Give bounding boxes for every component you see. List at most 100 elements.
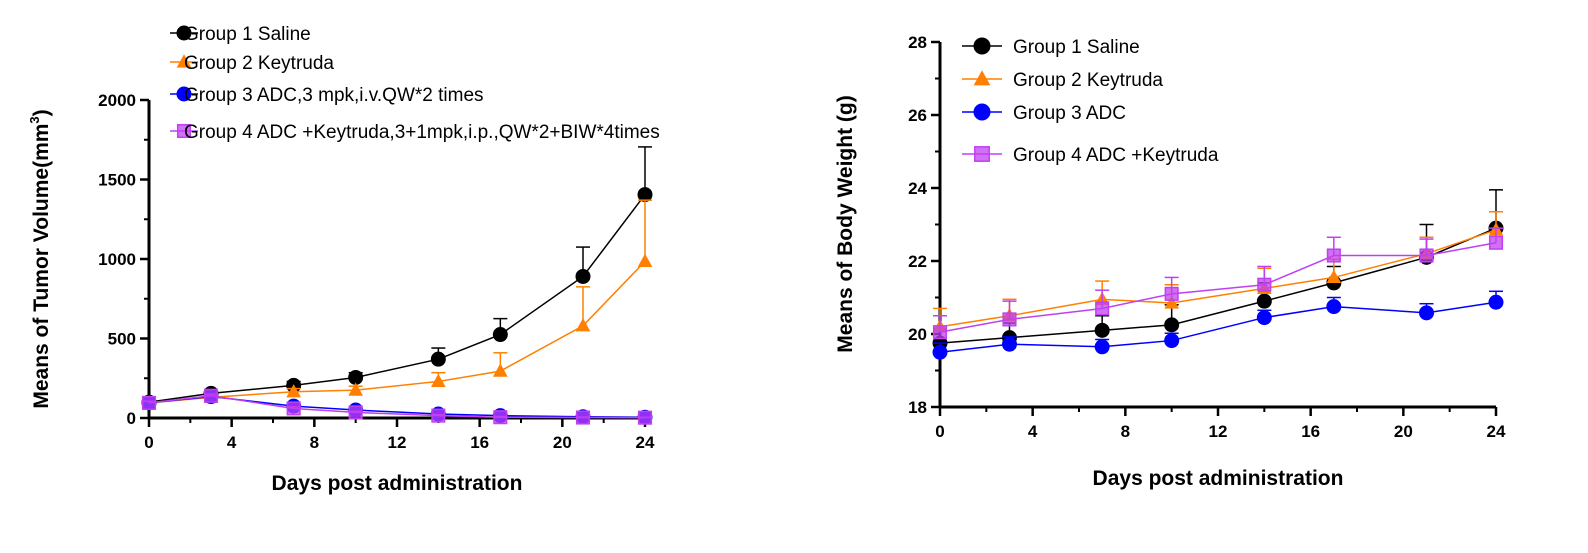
tumor-volume-chart: 0 500 1000 1500 2000 0 4 8 12 16 20 24 Days post adm… bbox=[27, 24, 660, 495]
x-tick-label: 12 bbox=[1209, 422, 1228, 441]
x-tick-label: 16 bbox=[470, 433, 489, 452]
y-tick-label: 22 bbox=[908, 252, 927, 271]
y-tick-label: 20 bbox=[908, 325, 927, 344]
data-point bbox=[1256, 293, 1272, 309]
y-axis-label: Means of Body Weight (g) bbox=[834, 95, 857, 352]
series-1 bbox=[141, 146, 653, 410]
legend-label: Group 3 ADC,3 mpk,i.v.QW*2 times bbox=[184, 85, 484, 106]
data-point bbox=[492, 327, 508, 343]
data-point bbox=[637, 410, 653, 425]
data-point bbox=[575, 318, 591, 332]
data-point bbox=[348, 405, 363, 420]
series-line bbox=[148, 260, 646, 404]
data-point bbox=[1002, 312, 1017, 327]
y-tick-label: 0 bbox=[127, 409, 136, 428]
x-axis-label: Days post administration bbox=[272, 472, 523, 495]
x-tick-label: 20 bbox=[553, 433, 572, 452]
data-point bbox=[1164, 333, 1180, 349]
legend: Group 1 Saline Group 2 Keytruda Group 3 AD… bbox=[962, 37, 1219, 166]
data-point bbox=[1488, 235, 1504, 250]
data-point bbox=[430, 373, 446, 388]
series-2 bbox=[932, 210, 1504, 333]
data-point bbox=[348, 382, 364, 396]
data-point bbox=[1095, 301, 1110, 316]
series-4 bbox=[141, 388, 653, 425]
data-point bbox=[286, 401, 301, 416]
data-point bbox=[932, 344, 948, 360]
series-line bbox=[148, 394, 646, 419]
legend-marker bbox=[176, 86, 192, 102]
x-axis-label: Days post administration bbox=[1093, 467, 1344, 490]
legend-marker bbox=[973, 70, 991, 86]
data-point bbox=[492, 363, 508, 377]
y-axis-label-superscript: 3 bbox=[27, 116, 42, 123]
data-point bbox=[203, 388, 219, 403]
data-point bbox=[1164, 317, 1180, 333]
data-point bbox=[493, 410, 508, 425]
data-point bbox=[1257, 277, 1272, 292]
x-tick-label: 16 bbox=[1301, 422, 1320, 441]
legend-label: Group 1 Saline bbox=[184, 24, 311, 45]
legend-label: Group 1 Saline bbox=[1013, 37, 1140, 58]
data-point bbox=[286, 384, 302, 398]
series-1 bbox=[932, 189, 1504, 351]
legend-marker bbox=[176, 25, 192, 41]
series-line bbox=[148, 194, 646, 403]
data-point bbox=[575, 410, 591, 425]
data-point bbox=[1419, 248, 1434, 263]
data-point bbox=[430, 351, 446, 367]
legend-marker bbox=[973, 103, 991, 121]
x-tick-label: 24 bbox=[636, 433, 655, 452]
series-line bbox=[939, 229, 1497, 328]
data-point bbox=[1326, 248, 1341, 263]
y-tick-label: 28 bbox=[908, 33, 927, 52]
x-tick-label: 4 bbox=[1028, 422, 1038, 441]
data-point bbox=[637, 253, 653, 267]
data-point bbox=[141, 395, 157, 410]
x-tick-label: 8 bbox=[1121, 422, 1130, 441]
data-point bbox=[1256, 310, 1272, 326]
x-tick-label: 4 bbox=[227, 433, 237, 452]
data-point bbox=[1164, 286, 1179, 301]
y-tick-label: 500 bbox=[108, 330, 136, 349]
legend-marker bbox=[973, 37, 991, 55]
legend-label: Group 2 Keytruda bbox=[1013, 70, 1163, 91]
y-axis-label-text: Means of Tumor Volume(mm bbox=[30, 124, 53, 409]
y-tick-label: 24 bbox=[908, 179, 927, 198]
data-point bbox=[932, 325, 948, 340]
x-tick-label: 24 bbox=[1487, 422, 1506, 441]
series-line bbox=[939, 242, 1497, 333]
series-line bbox=[939, 227, 1497, 344]
series-4 bbox=[932, 227, 1504, 340]
x-tick-label: 8 bbox=[310, 433, 319, 452]
data-point bbox=[1488, 294, 1504, 310]
data-point bbox=[1419, 305, 1434, 321]
x-tick-label: 12 bbox=[388, 433, 407, 452]
data-point bbox=[1326, 299, 1342, 315]
series-2 bbox=[141, 199, 653, 409]
legend-label: Group 4 ADC +Keytruda,3+1mpk,i.p.,QW*2+B… bbox=[184, 122, 660, 143]
y-axis-label-text: Means of Body Weight (g) bbox=[834, 95, 857, 352]
series-line bbox=[939, 301, 1497, 353]
legend-label: Group 2 Keytruda bbox=[184, 53, 334, 74]
body-weight-chart: 18 20 22 24 26 28 0 4 8 12 16 20 24 Days post adminis… bbox=[834, 33, 1506, 490]
legend-marker bbox=[176, 54, 192, 68]
y-axis-label: Means of Tumor Volume(mm3) bbox=[27, 109, 53, 408]
legend-label: Group 3 ADC bbox=[1013, 103, 1126, 124]
legend-label: Group 4 ADC +Keytruda bbox=[1013, 145, 1219, 166]
y-tick-label: 1000 bbox=[98, 250, 136, 269]
x-tick-label: 20 bbox=[1394, 422, 1413, 441]
y-tick-label: 2000 bbox=[98, 91, 136, 110]
data-point bbox=[1002, 336, 1017, 352]
x-tick-label: 0 bbox=[935, 422, 944, 441]
y-axis-label-end: ) bbox=[30, 109, 53, 116]
data-point bbox=[348, 369, 364, 385]
y-tick-label: 18 bbox=[908, 398, 927, 417]
data-point bbox=[1326, 269, 1342, 284]
data-point bbox=[1094, 339, 1110, 355]
legend-marker bbox=[176, 123, 192, 139]
series-3 bbox=[932, 290, 1504, 360]
y-tick-label: 1500 bbox=[98, 171, 136, 190]
legend-marker bbox=[974, 146, 990, 162]
